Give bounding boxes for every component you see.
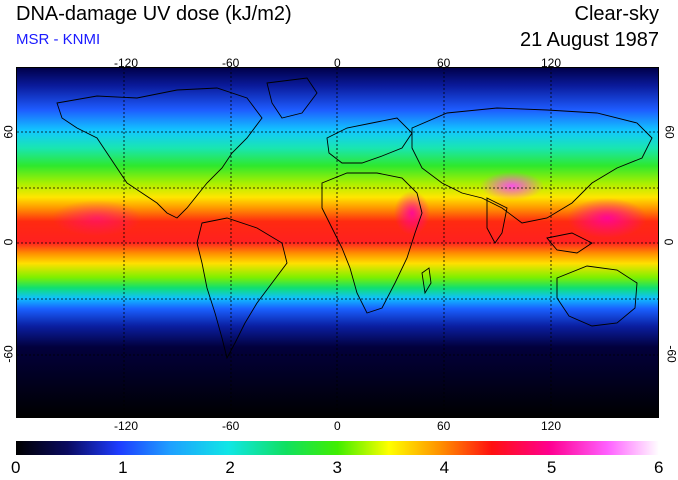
lon-tick-top: -60 bbox=[222, 56, 240, 70]
hotspot-pacific bbox=[567, 198, 647, 238]
lon-tick-top: 60 bbox=[437, 56, 451, 70]
uv-dose-map bbox=[16, 67, 659, 418]
date-label: 21 August 1987 bbox=[519, 29, 659, 51]
map-title: DNA-damage UV dose (kJ/m2) bbox=[16, 3, 292, 25]
colorbar-label: 6 bbox=[654, 458, 664, 477]
lat-tick-right: 60 bbox=[662, 125, 677, 139]
lat-tick-right: -60 bbox=[664, 345, 678, 363]
lon-tick-top: -120 bbox=[114, 56, 139, 70]
lon-tick-bottom: 120 bbox=[541, 419, 562, 433]
lat-tick-right: 0 bbox=[661, 238, 676, 246]
graticule bbox=[17, 68, 658, 417]
lon-tick-top: 0 bbox=[334, 56, 341, 70]
colorbar-label: 2 bbox=[225, 458, 235, 477]
hotspot-tibet bbox=[480, 172, 544, 200]
lon-tick-bottom: -120 bbox=[114, 419, 139, 433]
colorbar-label: 1 bbox=[118, 458, 128, 477]
source-label: MSR - KNMI bbox=[16, 31, 101, 48]
colorbar-label: 5 bbox=[546, 458, 557, 477]
lat-tick-left: 0 bbox=[1, 238, 16, 246]
lat-tick-left: 60 bbox=[1, 125, 16, 139]
lon-tick-bottom: -60 bbox=[222, 419, 240, 433]
lon-tick-bottom: 60 bbox=[437, 419, 451, 433]
hotspot-africa bbox=[394, 191, 430, 235]
colorbar bbox=[16, 441, 659, 455]
colorbar-label: 0 bbox=[11, 458, 21, 477]
colorbar-label: 3 bbox=[332, 458, 342, 477]
colorbar-label: 4 bbox=[439, 458, 450, 477]
lon-tick-bottom: 0 bbox=[334, 419, 341, 433]
lon-tick-top: 120 bbox=[541, 56, 562, 70]
uv-field bbox=[17, 68, 658, 417]
sky-condition-label: Clear-sky bbox=[574, 3, 659, 25]
coastlines bbox=[56, 77, 653, 360]
lat-tick-left: -60 bbox=[1, 345, 16, 363]
hotspot-east-pacific bbox=[52, 200, 142, 236]
